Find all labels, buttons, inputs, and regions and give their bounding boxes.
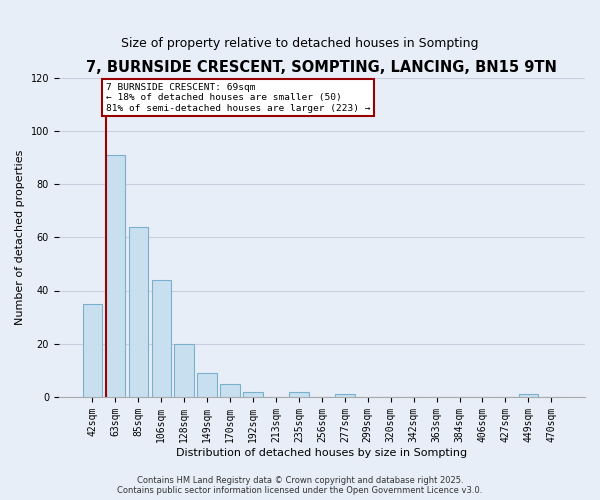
Bar <box>106 154 125 397</box>
X-axis label: Distribution of detached houses by size in Sompting: Distribution of detached houses by size … <box>176 448 467 458</box>
Bar <box>244 392 263 397</box>
Bar <box>152 280 171 397</box>
Bar <box>197 373 217 397</box>
Bar <box>518 394 538 397</box>
Bar <box>175 344 194 397</box>
Bar <box>220 384 240 397</box>
Bar <box>128 226 148 397</box>
Bar <box>289 392 308 397</box>
Text: Size of property relative to detached houses in Sompting: Size of property relative to detached ho… <box>121 38 479 51</box>
Text: 7 BURNSIDE CRESCENT: 69sqm
← 18% of detached houses are smaller (50)
81% of semi: 7 BURNSIDE CRESCENT: 69sqm ← 18% of deta… <box>106 83 370 112</box>
Text: Contains HM Land Registry data © Crown copyright and database right 2025.
Contai: Contains HM Land Registry data © Crown c… <box>118 476 482 495</box>
Bar <box>83 304 102 397</box>
Title: 7, BURNSIDE CRESCENT, SOMPTING, LANCING, BN15 9TN: 7, BURNSIDE CRESCENT, SOMPTING, LANCING,… <box>86 60 557 75</box>
Y-axis label: Number of detached properties: Number of detached properties <box>15 150 25 325</box>
Bar <box>335 394 355 397</box>
